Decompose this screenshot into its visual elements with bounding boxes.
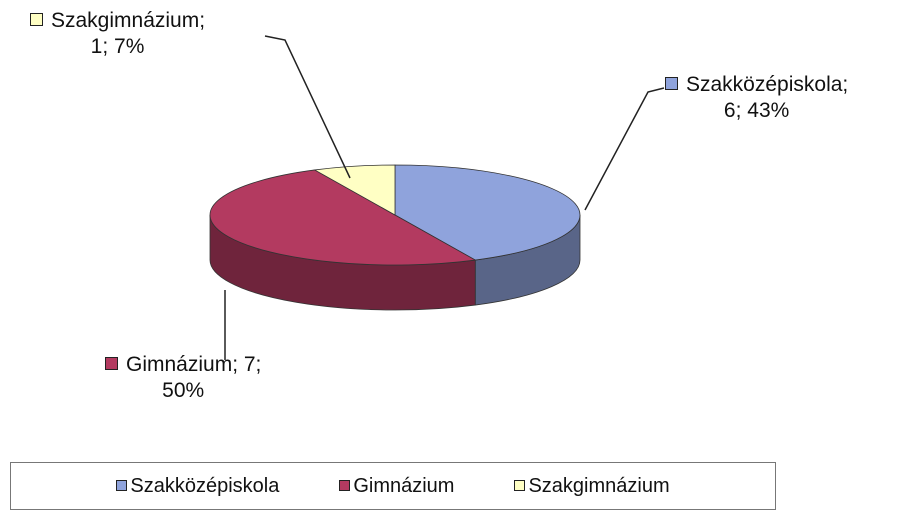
legend-label: Szakgimnázium xyxy=(528,474,670,497)
slices xyxy=(209,164,581,311)
label-marker xyxy=(665,77,678,90)
data-label: Szakgimnázium; 1; 7% xyxy=(30,8,205,60)
data-label-text: Szakgimnázium; 1; 7% xyxy=(51,9,206,58)
legend-label: Gimnázium xyxy=(353,474,455,497)
legend-marker xyxy=(339,479,351,491)
label-marker xyxy=(105,357,118,370)
data-label-text: Gimnázium; 7; 50% xyxy=(126,353,262,402)
label-marker xyxy=(30,13,43,26)
legend-marker xyxy=(116,479,128,491)
data-label: Gimnázium; 7; 50% xyxy=(105,352,261,404)
legend-marker xyxy=(514,479,526,491)
legend: Szakközépiskola Gimnázium Szakgimnázium xyxy=(10,462,776,510)
slice xyxy=(313,164,396,216)
leader-line xyxy=(264,35,351,179)
slice xyxy=(210,169,477,266)
legend-label: Szakközépiskola xyxy=(130,474,280,497)
legend-item: Gimnázium xyxy=(339,475,454,498)
data-label-text: Szakközépiskola; 6; 43% xyxy=(686,73,849,122)
leader-line xyxy=(584,87,665,211)
data-label: Szakközépiskola; 6; 43% xyxy=(665,72,848,124)
slice xyxy=(394,164,581,261)
legend-item: Szakgimnázium xyxy=(514,474,670,498)
legend-item: Szakközépiskola xyxy=(116,475,279,498)
